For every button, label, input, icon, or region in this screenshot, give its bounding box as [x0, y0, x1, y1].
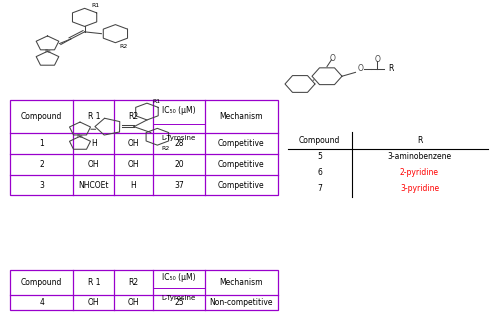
- Text: Competitive: Competitive: [218, 181, 264, 190]
- Text: 6: 6: [317, 168, 322, 177]
- Text: L-Tyrosine: L-Tyrosine: [162, 135, 196, 141]
- Text: 7: 7: [317, 184, 322, 193]
- Text: OH: OH: [128, 139, 140, 148]
- Text: IC₅₀ (μM): IC₅₀ (μM): [162, 106, 196, 115]
- Text: O: O: [374, 55, 380, 64]
- Text: NHCOEt: NHCOEt: [78, 181, 109, 190]
- Text: H: H: [91, 139, 97, 148]
- Text: Mechanism: Mechanism: [220, 112, 263, 121]
- Text: O: O: [330, 54, 335, 63]
- Text: 20: 20: [174, 160, 184, 169]
- Text: R1: R1: [152, 99, 160, 104]
- Text: OH: OH: [88, 160, 100, 169]
- Text: R2: R2: [120, 44, 128, 48]
- Text: 2-pyridine: 2-pyridine: [400, 168, 439, 177]
- Text: OH: OH: [128, 298, 140, 307]
- Text: R2: R2: [161, 146, 170, 151]
- Text: R1: R1: [92, 3, 100, 8]
- Text: 28: 28: [174, 139, 184, 148]
- Text: 4: 4: [40, 298, 44, 307]
- Text: Competitive: Competitive: [218, 139, 264, 148]
- Text: 2: 2: [40, 160, 44, 169]
- Bar: [10, 270, 278, 310]
- Text: OH: OH: [88, 298, 100, 307]
- Text: R2: R2: [128, 278, 138, 287]
- Text: R: R: [388, 65, 394, 73]
- Text: R 1: R 1: [88, 112, 100, 121]
- Text: Competitive: Competitive: [218, 160, 264, 169]
- Text: 1: 1: [40, 139, 44, 148]
- Text: 3: 3: [40, 181, 44, 190]
- Text: O: O: [358, 65, 364, 73]
- Text: Fe: Fe: [44, 49, 51, 54]
- Text: 37: 37: [174, 181, 184, 190]
- Text: 5: 5: [317, 152, 322, 161]
- Text: Mechanism: Mechanism: [220, 278, 263, 287]
- Text: Fe: Fe: [76, 134, 84, 139]
- Text: R2: R2: [128, 112, 138, 121]
- Text: IC₅₀ (μM): IC₅₀ (μM): [162, 273, 196, 282]
- Text: 25: 25: [174, 298, 184, 307]
- Text: Non-competitive: Non-competitive: [210, 298, 273, 307]
- Text: Compound: Compound: [21, 112, 62, 121]
- Text: 3-pyridine: 3-pyridine: [400, 184, 439, 193]
- Text: R: R: [417, 136, 422, 145]
- Text: L-Tyrosine: L-Tyrosine: [162, 295, 196, 301]
- Text: R 1: R 1: [88, 278, 100, 287]
- Text: Compound: Compound: [21, 278, 62, 287]
- Text: H: H: [130, 181, 136, 190]
- Text: Compound: Compound: [299, 136, 340, 145]
- Text: OH: OH: [128, 160, 140, 169]
- Text: 3-aminobenzene: 3-aminobenzene: [388, 152, 452, 161]
- Bar: [10, 100, 278, 195]
